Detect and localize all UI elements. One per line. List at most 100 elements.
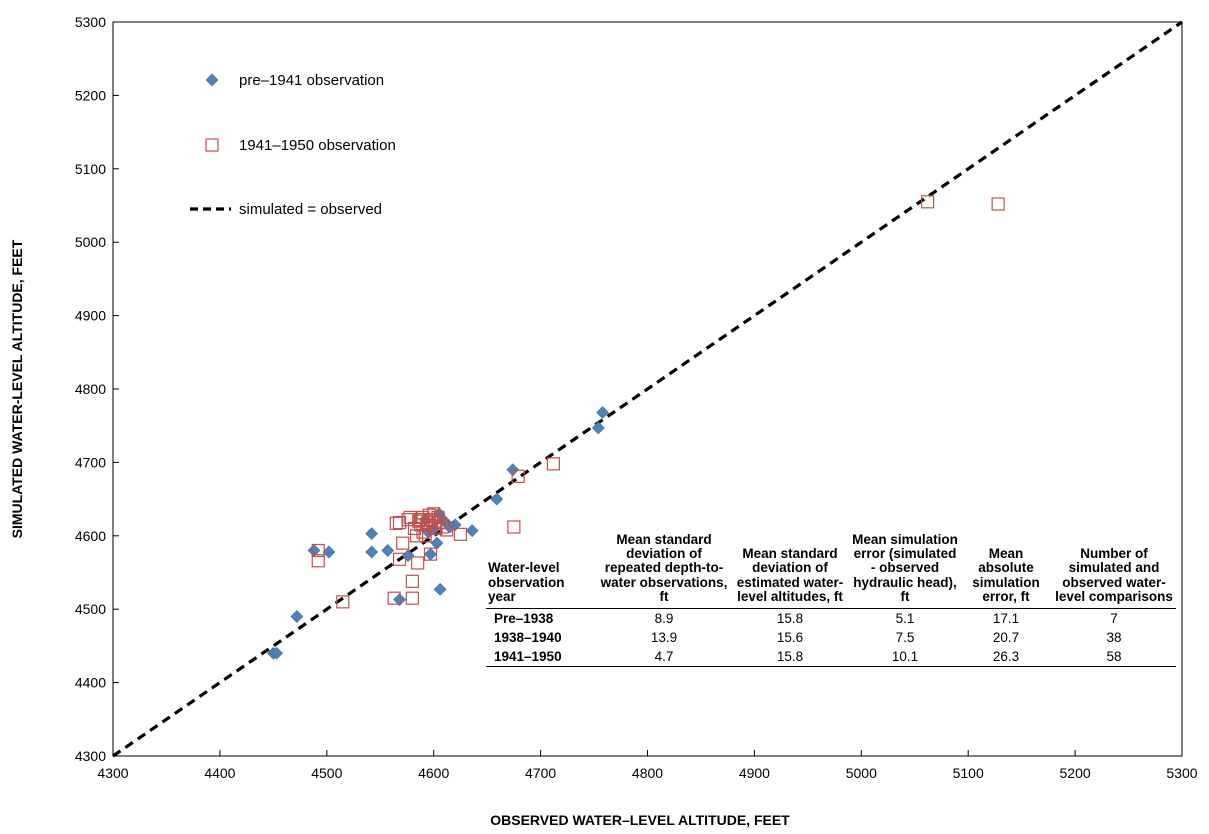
data-point-square [387, 591, 401, 605]
x-tick-label: 4900 [739, 765, 770, 781]
data-point-square [311, 543, 325, 558]
table-cell: 10.1 [850, 647, 960, 668]
data-point-diamond [381, 544, 395, 557]
data-point-square [423, 547, 438, 561]
data-point-square [511, 469, 525, 483]
data-point-diamond [270, 646, 283, 660]
table-cell: 1941–1950 [486, 647, 598, 668]
legend-label-reference: simulated = observed [239, 201, 382, 218]
table-row: 1941–1950 4.7 15.8 10.1 26.3 58 [486, 647, 1176, 668]
data-point-diamond [433, 582, 447, 596]
data-point-diamond [490, 492, 504, 506]
table-cell: 4.7 [598, 647, 730, 668]
y-tick-label: 4600 [75, 528, 106, 544]
x-tick-label: 4400 [204, 765, 235, 781]
table-cell: 7.5 [895, 630, 915, 646]
x-tick-label: 5300 [1166, 765, 1197, 781]
table-cell: 15.8 [776, 610, 804, 626]
data-point-square [507, 520, 521, 534]
data-point-square [403, 510, 417, 525]
statistics-table: Water-level observation year Mean standa… [486, 532, 1176, 668]
legend: pre–1941 observation 1941–1950 observati… [190, 72, 396, 218]
table-cell: 7 [1110, 610, 1118, 626]
table-cell: 20.7 [992, 630, 1020, 646]
y-tick-label: 5100 [75, 161, 106, 177]
table-header-cell: Number of simulated and observed water-l… [1052, 533, 1176, 609]
data-point-diamond [365, 545, 379, 559]
x-tick-label: 4800 [632, 765, 663, 781]
y-tick-label: 4500 [75, 601, 106, 617]
y-tick-label: 4800 [75, 381, 106, 397]
table-cell: 15.6 [776, 630, 804, 646]
reference-line [112, 20, 1183, 758]
x-axis-title: OBSERVED WATER–LEVEL ALTITUDE, FEET [490, 812, 790, 828]
data-point-diamond [424, 547, 437, 561]
x-tick-label: 4700 [525, 765, 556, 781]
y-tick-label: 4400 [75, 675, 106, 691]
data-point-diamond [591, 421, 605, 435]
data-point-square [396, 536, 410, 550]
x-tick-label: 4600 [418, 765, 449, 781]
y-tick-label: 4300 [75, 748, 106, 764]
table-header-row: Water-level observation year Mean standa… [486, 532, 1176, 609]
data-point-square [405, 591, 419, 605]
table-cell: 8.9 [654, 610, 674, 626]
data-point-square [920, 195, 935, 209]
y-tick-label: 4700 [75, 454, 106, 470]
x-tick-label: 5100 [953, 765, 984, 781]
data-point-square [392, 552, 407, 566]
reference-line-group [112, 20, 1183, 758]
data-point-square [405, 574, 419, 588]
data-point-square [453, 527, 468, 541]
table-header-cell: Mean standard deviation of repeated dept… [598, 532, 730, 609]
table-cell: 13.9 [650, 630, 678, 646]
table-row: Pre–1938 8.9 15.8 5.1 17.1 7 [486, 608, 1176, 628]
y-tick-label: 5200 [75, 87, 106, 103]
x-tick-label: 5000 [846, 765, 877, 781]
y-tick-label: 4900 [75, 308, 106, 324]
table-header-cell: Mean standard deviation of estimated wat… [730, 533, 850, 609]
y-tick-label: 5300 [75, 14, 106, 30]
data-point-square [435, 520, 449, 534]
table-header-cell: Mean simulation error (simulated - obser… [850, 532, 960, 609]
data-point-square [431, 510, 445, 525]
legend-label-pre1941: pre–1941 observation [239, 72, 384, 89]
y-axis-title: SIMULATED WATER-LEVEL ALTITUDE, FEET [9, 239, 25, 538]
legend-square-marker [205, 138, 219, 152]
data-point-diamond [322, 545, 336, 559]
data-point-square [427, 507, 441, 521]
data-point-diamond [596, 406, 610, 419]
axis-ticks: 4300 4400 4500 4600 4700 4800 4900 5000 5100 5200… [75, 14, 1198, 781]
x-tick-label: 4300 [97, 765, 128, 781]
table-cell: Pre–1938 [494, 610, 554, 626]
table-cell: 17.1 [992, 610, 1020, 626]
table-row: 1938–1940 13.9 15.6 7.5 20.7 38 [486, 628, 1176, 647]
data-point-square [546, 457, 561, 471]
data-point-square [418, 529, 432, 543]
data-point-square [389, 516, 403, 530]
data-point-square [411, 556, 425, 570]
table-cell: 26.3 [960, 647, 1052, 668]
table-cell: 5.1 [895, 610, 915, 626]
y-tick-label: 5000 [75, 234, 106, 250]
x-tick-label: 4500 [311, 765, 342, 781]
data-point-square [416, 525, 430, 539]
data-point-square [311, 554, 325, 568]
data-point-square [991, 197, 1005, 211]
table-header-cell: Mean absolute simulation error, ft [960, 533, 1052, 609]
table-cell: 15.8 [730, 647, 850, 668]
table-cell: 38 [1106, 630, 1122, 646]
table-cell: 1938–1940 [494, 630, 562, 646]
data-point-square [432, 515, 446, 530]
data-point-square [439, 523, 454, 537]
data-point-square [392, 515, 407, 530]
data-point-diamond [393, 593, 406, 607]
data-points [266, 195, 1005, 660]
data-point-square [336, 595, 350, 609]
data-point-diamond [290, 610, 304, 623]
data-point-diamond [430, 536, 444, 550]
legend-label-1941-1950: 1941–1950 observation [239, 137, 396, 154]
x-tick-label: 5200 [1060, 765, 1091, 781]
table-header-cell: Water-level observation year [486, 533, 598, 609]
